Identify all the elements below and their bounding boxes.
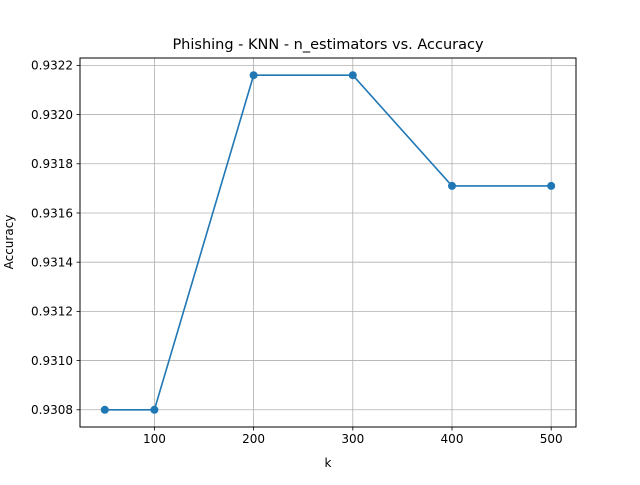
x-tick-label: 400 [441, 432, 464, 446]
data-point [150, 405, 159, 414]
y-axis-label: Accuracy [2, 215, 16, 270]
series-layer [100, 71, 556, 414]
data-point [100, 405, 109, 414]
data-point [448, 181, 456, 190]
grid [80, 58, 576, 427]
x-tick-label: 300 [341, 432, 364, 446]
y-tick-label: 0.9310 [31, 354, 73, 368]
x-tick-label: 200 [242, 432, 265, 446]
y-tick-label: 0.9314 [31, 255, 73, 269]
x-tick-label: 100 [143, 432, 166, 446]
y-axis: 0.9308 0.9310 0.9312 0.9314 0.9316 0.9318 0.93… [31, 59, 80, 417]
series-line [104, 74, 552, 411]
chart-title: Phishing - KNN - n_estimators vs. Accura… [172, 37, 484, 53]
data-point [249, 71, 258, 80]
x-axis-label: k [325, 456, 332, 470]
x-tick-label: 500 [540, 432, 563, 446]
data-point [547, 181, 556, 190]
data-point [348, 71, 357, 80]
y-tick-label: 0.9308 [31, 403, 73, 417]
x-axis: 100 200 300 400 500 [143, 427, 563, 446]
plot-frame [79, 57, 577, 428]
y-tick-label: 0.9316 [31, 206, 73, 220]
y-tick-label: 0.9322 [31, 59, 73, 73]
y-tick-label: 0.9318 [31, 157, 73, 171]
y-tick-label: 0.9312 [31, 305, 73, 319]
y-tick-label: 0.9320 [31, 108, 73, 122]
